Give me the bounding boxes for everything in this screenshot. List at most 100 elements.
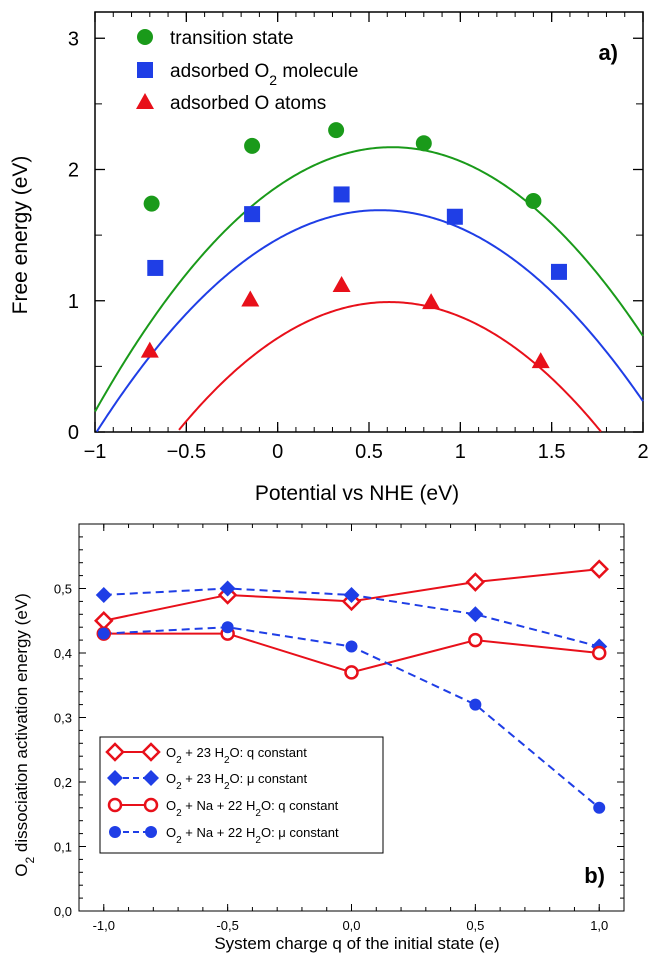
panel-b-label: b) [584, 863, 605, 888]
legend-subscript: 2 [176, 808, 182, 819]
legend-text-part: + Na + 22 H [182, 798, 256, 813]
panel-a-legend-label: transition state [170, 28, 294, 49]
panel-a-y-tick-label: 1 [68, 291, 79, 313]
panel-a-legend: transition state adsorbed O2 molecule adso… [136, 28, 358, 114]
legend-subscript: 2 [255, 808, 261, 819]
panel-b-y-tick-label: 0,3 [54, 711, 72, 726]
panel-b-legend-marker [107, 797, 123, 813]
panel-b-x-tick-label: -1,0 [93, 918, 115, 933]
panel-b-ticks: -1,0 -0,5 0,0 0,5 1,0 0,0 0,1 0,2 0,3 0,4 0,5 [54, 524, 624, 933]
panel-a-legend-label: adsorbed O atoms [170, 93, 326, 114]
panel-a-y-tick-label: 3 [68, 28, 79, 50]
panel-b-y-tick-label: 0,2 [54, 775, 72, 790]
panel-b-legend-label: O2 + Na + 22 H2O: μ constant [166, 825, 339, 846]
panel-b-point-circle-filled [97, 627, 110, 640]
panel-a-x-tick-label: 1 [455, 441, 466, 463]
legend-text-part: O: q constant [230, 745, 308, 760]
panel-b-point-diamond-filled [467, 606, 484, 623]
panel-b-point-circle-filled [221, 621, 234, 634]
panel-b-legend-marker [143, 797, 159, 813]
legend-text-part: O: μ constant [230, 771, 308, 786]
panel-a-legend-label: adsorbed O2 molecule [170, 61, 358, 88]
panel-b-data-points [94, 559, 609, 814]
panel-b-y-axis-label-prefix: O [12, 864, 31, 877]
legend-subscript: 2 [255, 835, 261, 846]
legend-subscript: 2 [269, 72, 277, 88]
panel-a-point-circle [525, 193, 542, 209]
panel-a-x-tick-label: 1.5 [538, 441, 566, 463]
panel-b-y-tick-label: 0,0 [54, 904, 72, 919]
legend-text-part: + 23 H [182, 745, 224, 760]
panel-a-point-triangle [332, 276, 351, 292]
panel-a-fit-curve-2 [95, 209, 644, 433]
panel-a-chart: −1 −0.5 0 0.5 1 1.5 2 0 1 2 3 transition state adso… [9, 11, 649, 505]
panel-a-point-triangle [140, 341, 159, 358]
panel-b-legend-label: O2 + 23 H2O: q constant [166, 745, 307, 766]
panel-a-point-triangle [241, 290, 260, 307]
panel-a-point-square [550, 263, 567, 280]
panel-b-legend-marker [105, 742, 125, 762]
legend-text-part: O [166, 771, 176, 786]
legend-subscript: 2 [176, 755, 182, 766]
panel-a-x-tick-label: −0.5 [167, 441, 206, 463]
panel-a-x-axis-label: Potential vs NHE (eV) [255, 482, 459, 505]
panel-b-x-tick-label: 1,0 [590, 918, 608, 933]
panel-a-fit-curves [94, 146, 644, 433]
legend-subscript: 2 [176, 781, 182, 792]
panel-b-legend-marker [107, 770, 123, 786]
panel-a-point-triangle [531, 352, 550, 369]
legend-subscript: 2 [176, 835, 182, 846]
panel-b-x-axis-label: System charge q of the initial state (e) [214, 934, 499, 953]
panel-b-legend-marker [109, 826, 121, 838]
panel-a-legend-marker [137, 62, 153, 78]
panel-b-y-axis-label-tail: dissociation activation energy (eV) [12, 593, 31, 857]
panel-b-legend-marker [141, 742, 161, 762]
panel-a-x-tick-label: −1 [84, 441, 107, 463]
panel-a-point-circle [244, 137, 261, 154]
panel-b-chart: -1,0 -0,5 0,0 0,5 1,00,00,10,20,30,40,5 O2 +… [12, 523, 625, 953]
panel-b-x-tick-label: 0,5 [466, 918, 484, 933]
panel-b-point-circle-open [468, 632, 483, 648]
panel-a-x-tick-label: 0.5 [355, 441, 383, 463]
panel-a-x-tick-label: 2 [637, 441, 648, 463]
panel-b-legend-label: O2 + Na + 22 H2O: q constant [166, 798, 339, 819]
legend-subscript: 2 [224, 755, 230, 766]
panel-a-point-circle [143, 195, 160, 212]
panel-a-point-square [446, 208, 463, 225]
panel-b-point-diamond-filled [95, 586, 112, 603]
panel-a-y-tick-label: 0 [68, 422, 79, 444]
panel-a-legend-marker [137, 29, 153, 45]
panel-b-x-tick-label: -0,5 [216, 918, 238, 933]
panel-b-y-tick-label: 0,4 [54, 646, 72, 661]
legend-text-part: O [166, 745, 176, 760]
panel-b-legend-marker [145, 826, 157, 838]
legend-text-part: O: q constant [261, 798, 339, 813]
legend-text-part: O [166, 798, 176, 813]
panel-b-point-diamond-filled [219, 580, 236, 597]
panel-b-legend-marker [143, 770, 159, 786]
panel-b-y-tick-label: 0,5 [54, 582, 72, 597]
panel-b-point-circle-filled [469, 698, 482, 711]
panel-a-point-square [244, 206, 261, 223]
legend-text-part: O [166, 825, 176, 840]
panel-b-y-axis-label: O2 dissociation activation energy (eV) [12, 593, 37, 877]
panel-a-y-axis-label: Free energy (eV) [9, 156, 32, 315]
panel-a-point-triangle [422, 293, 441, 310]
panel-b-point-circle-open [591, 645, 607, 661]
panel-b-legend-label: O2 + 23 H2O: μ constant [166, 771, 308, 792]
panel-a-point-circle [415, 135, 432, 152]
panel-b-point-diamond-open [465, 572, 486, 592]
panel-a-legend-marker [136, 93, 154, 109]
panel-a-label: a) [598, 40, 618, 65]
panel-a-fit-curve-1 [94, 146, 644, 413]
panel-b-point-diamond-filled [343, 586, 360, 603]
panel-b-point-circle-open [344, 665, 359, 680]
panel-a-point-square [333, 186, 350, 203]
panel-b-y-tick-label: 0,1 [54, 840, 72, 855]
panel-a-data-points [140, 122, 567, 369]
panel-a-point-square [147, 259, 164, 276]
legend-text-part: molecule [277, 61, 358, 82]
panel-a-ticks: −1 −0.5 0 0.5 1 1.5 2 0 1 2 3 [68, 12, 649, 463]
